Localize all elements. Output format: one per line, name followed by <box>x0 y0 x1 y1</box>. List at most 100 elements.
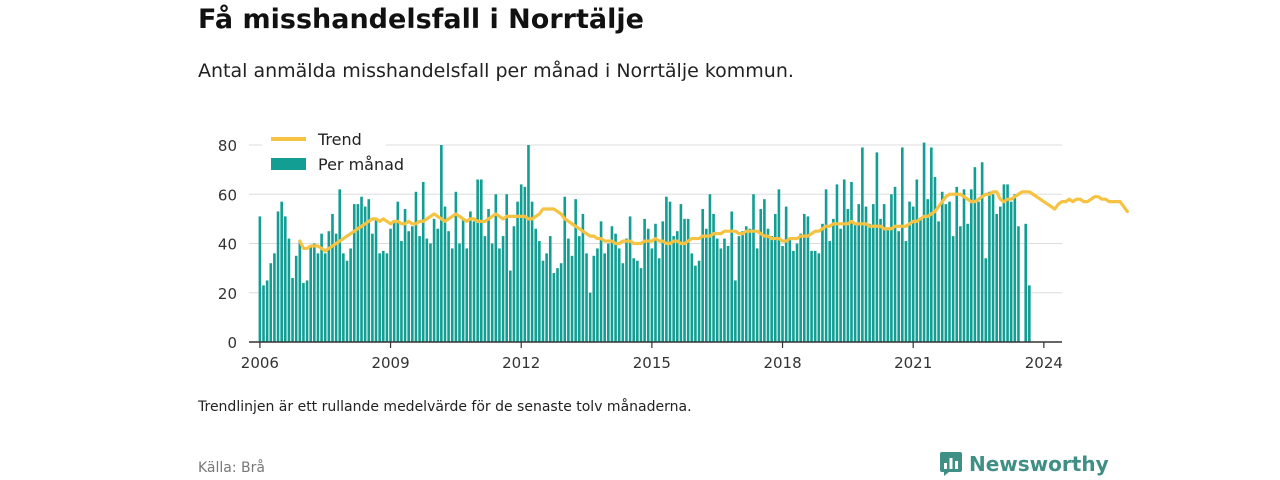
bar <box>338 189 342 342</box>
bar <box>948 201 951 342</box>
bar <box>273 253 276 342</box>
bar <box>411 226 414 342</box>
bar <box>414 191 418 342</box>
chart-subtitle: Antal anmälda misshandelsfall per månad … <box>198 60 794 82</box>
bar <box>570 255 574 342</box>
y-tick-label-40: 40 <box>218 236 237 254</box>
bar <box>908 201 911 342</box>
bar <box>705 228 708 342</box>
bar <box>839 228 842 342</box>
bar <box>425 238 429 342</box>
bar <box>291 277 294 342</box>
bar <box>614 233 617 342</box>
bar <box>603 253 606 342</box>
bar <box>752 194 755 342</box>
bar <box>665 196 668 342</box>
trend-line <box>298 190 1129 253</box>
bar <box>1013 194 1017 342</box>
bar <box>461 218 465 343</box>
bar <box>737 236 741 342</box>
bar <box>305 280 309 342</box>
bar <box>679 204 683 342</box>
bar <box>784 206 788 342</box>
bar <box>726 245 730 342</box>
bar <box>440 145 443 342</box>
bar <box>432 218 436 343</box>
bar <box>995 213 998 342</box>
bar <box>803 213 806 342</box>
bar <box>795 243 799 342</box>
bar <box>723 238 726 342</box>
bar <box>585 253 588 342</box>
bar <box>657 258 661 342</box>
bar <box>628 216 632 342</box>
footnote: Trendlinjen är ett rullande medelvärde f… <box>198 399 692 415</box>
bar <box>1002 184 1006 342</box>
bar <box>469 211 472 342</box>
bar <box>639 268 643 343</box>
bar <box>835 184 839 342</box>
bar <box>316 253 320 342</box>
bar <box>356 204 360 342</box>
bar <box>755 248 759 342</box>
bar <box>850 181 853 342</box>
brand-name: Newsworthy <box>969 452 1109 476</box>
bar <box>479 179 483 342</box>
bar <box>951 236 955 342</box>
bar <box>265 280 269 342</box>
bar <box>327 231 331 342</box>
bar <box>280 201 283 342</box>
bar <box>875 152 879 342</box>
bar <box>320 233 323 342</box>
bar <box>636 260 639 342</box>
bar <box>661 221 665 342</box>
bar <box>712 213 715 342</box>
bar <box>973 167 977 342</box>
x-tick-label-2024: 2024 <box>1025 354 1063 372</box>
bar <box>443 206 447 342</box>
bar <box>538 241 541 342</box>
bar <box>984 258 988 342</box>
bar <box>991 194 995 342</box>
bar <box>552 273 556 342</box>
bar <box>937 221 940 342</box>
bar <box>654 223 657 342</box>
bar <box>748 228 752 342</box>
bar <box>766 228 770 342</box>
bar <box>407 231 410 342</box>
bar <box>683 218 686 343</box>
bar <box>933 177 937 342</box>
x-tick-label-2009: 2009 <box>371 354 409 372</box>
bar <box>919 218 922 343</box>
bar <box>828 241 832 342</box>
bar <box>527 145 530 342</box>
bar <box>472 221 476 342</box>
bar <box>559 263 563 342</box>
bar <box>915 179 919 342</box>
bar <box>650 248 654 342</box>
bar <box>817 253 821 342</box>
bar <box>548 236 552 342</box>
bar <box>788 238 792 342</box>
bar <box>734 280 737 342</box>
bar <box>621 263 625 342</box>
bar <box>882 204 886 342</box>
brand-logo[interactable]: Newsworthy <box>939 450 1109 478</box>
bar <box>966 223 969 342</box>
legend: Trend Per månad <box>262 128 404 176</box>
bar <box>959 226 962 342</box>
axes: 0 20 40 60 80 2006 2009 2012 2015 2018 2021 2024 <box>218 137 1063 372</box>
bar <box>646 228 650 342</box>
bar <box>476 179 479 342</box>
bar <box>632 258 636 342</box>
bar <box>396 201 400 342</box>
bar <box>813 250 817 342</box>
bar <box>323 253 327 342</box>
bar <box>853 223 857 342</box>
trend-line-group <box>298 190 1129 253</box>
bar <box>759 209 763 342</box>
bar <box>672 236 675 342</box>
chart-title: Få misshandelsfall i Norrtälje <box>198 4 644 35</box>
bar <box>581 213 585 342</box>
bar <box>592 255 596 342</box>
